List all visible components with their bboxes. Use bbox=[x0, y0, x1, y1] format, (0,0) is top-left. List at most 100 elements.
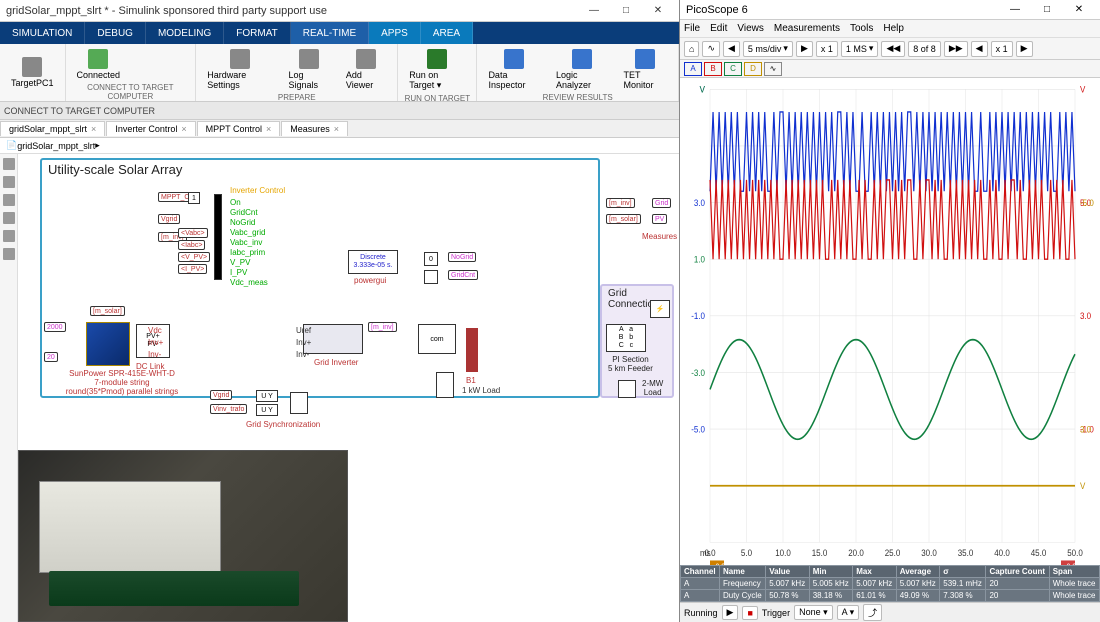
next-button[interactable]: ▶ bbox=[796, 41, 813, 57]
block[interactable]: ⚡ bbox=[650, 300, 670, 318]
max-button[interactable]: □ bbox=[611, 2, 641, 20]
menu-edit[interactable]: Edit bbox=[710, 23, 727, 34]
doc-tab[interactable]: gridSolar_mppt_slrt× bbox=[0, 121, 105, 136]
block[interactable]: powergui bbox=[354, 276, 386, 285]
block[interactable]: Grid bbox=[652, 198, 671, 208]
block[interactable]: Vabc_grid bbox=[230, 228, 265, 237]
close-button[interactable]: ✕ bbox=[643, 2, 673, 20]
trigger-mode[interactable]: None ▾ bbox=[794, 605, 833, 620]
palette-tool[interactable] bbox=[3, 194, 15, 206]
block[interactable]: NoGrid bbox=[230, 218, 255, 227]
block[interactable] bbox=[436, 372, 454, 398]
ribbon-tab-format[interactable]: FORMAT bbox=[224, 22, 290, 44]
menu-views[interactable]: Views bbox=[737, 23, 764, 34]
trigger-ch[interactable]: A ▾ bbox=[837, 605, 860, 620]
block[interactable]: U Y bbox=[256, 390, 278, 402]
buffer-prev[interactable]: ◀◀ bbox=[881, 41, 905, 57]
menu-tools[interactable]: Tools bbox=[850, 23, 873, 34]
block[interactable]: [m_solar] bbox=[90, 306, 125, 316]
samples-select[interactable]: x 1 bbox=[816, 41, 838, 57]
block[interactable]: [m_inv] bbox=[368, 322, 397, 332]
block[interactable]: Inv+ bbox=[148, 338, 163, 347]
block[interactable]: U Y bbox=[256, 404, 278, 416]
tool-hardware-settings[interactable]: Hardware Settings bbox=[200, 46, 279, 93]
tool-log-signals[interactable]: Log Signals bbox=[281, 46, 336, 93]
block[interactable]: Inv- bbox=[296, 350, 309, 359]
timebase-select[interactable]: 5 ms/div ▾ bbox=[743, 41, 793, 57]
block[interactable]: Iabc_prim bbox=[230, 248, 265, 257]
block[interactable]: Inv- bbox=[148, 350, 161, 359]
ribbon-tab-modeling[interactable]: MODELING bbox=[146, 22, 224, 44]
run-button[interactable]: ▶ bbox=[722, 605, 739, 620]
block[interactable]: <V_PV> bbox=[178, 252, 210, 262]
buffer-next[interactable]: ▶▶ bbox=[944, 41, 968, 57]
block[interactable]: Vinv_trafo bbox=[210, 404, 247, 414]
block[interactable]: PI Section 5 km Feeder bbox=[608, 356, 653, 374]
tool-connected[interactable]: Connected bbox=[70, 46, 128, 83]
sample-count[interactable]: 1 MS ▾ bbox=[841, 41, 879, 57]
zoom-next[interactable]: ▶ bbox=[1016, 41, 1033, 57]
doc-tab[interactable]: MPPT Control× bbox=[197, 121, 281, 136]
block[interactable]: Inverter Control bbox=[230, 186, 285, 195]
channel-tab-c[interactable]: C bbox=[724, 62, 742, 76]
channel-tab-d[interactable]: D bbox=[744, 62, 762, 76]
ribbon-tab-real-time[interactable]: REAL-TIME bbox=[291, 22, 369, 44]
wave-button[interactable]: ∿ bbox=[702, 41, 720, 57]
block[interactable] bbox=[424, 270, 438, 284]
block[interactable]: Measures bbox=[642, 232, 677, 241]
trigger-edge[interactable]: ⤴ bbox=[863, 604, 882, 621]
ribbon-tab-apps[interactable]: APPS bbox=[369, 22, 421, 44]
tool-tet-monitor[interactable]: TET Monitor bbox=[617, 46, 674, 93]
tool-logic-analyzer[interactable]: Logic Analyzer bbox=[549, 46, 615, 93]
close-button[interactable]: ✕ bbox=[1064, 1, 1094, 19]
block[interactable]: 1 kW Load bbox=[462, 386, 500, 395]
channel-tab-a[interactable]: A bbox=[684, 62, 702, 76]
tab-close[interactable]: × bbox=[266, 124, 271, 134]
block[interactable]: V_PV bbox=[230, 258, 250, 267]
doc-tab[interactable]: Measures× bbox=[281, 121, 348, 136]
min-button[interactable]: — bbox=[1000, 1, 1030, 19]
block[interactable]: Vdc_meas bbox=[230, 278, 268, 287]
block[interactable]: NoGrid bbox=[448, 252, 476, 262]
menu-file[interactable]: File bbox=[684, 23, 700, 34]
scope-display[interactable]: 0.05.010.015.020.025.030.035.040.045.050… bbox=[680, 78, 1100, 565]
block[interactable]: B1 bbox=[466, 376, 476, 385]
block[interactable]: Uref bbox=[296, 326, 311, 335]
block[interactable]: Vabc_inv bbox=[230, 238, 262, 247]
block[interactable]: 2000 bbox=[44, 322, 66, 332]
zoom-level[interactable]: x 1 bbox=[991, 41, 1013, 57]
tool-targetpc-[interactable]: TargetPC1 bbox=[4, 46, 61, 99]
block[interactable]: 2-MW Load bbox=[642, 380, 663, 398]
buffer-position[interactable]: 8 of 8 bbox=[908, 41, 941, 57]
block[interactable] bbox=[303, 324, 363, 354]
block[interactable]: GridCnt bbox=[230, 208, 258, 217]
block[interactable] bbox=[618, 380, 636, 398]
siggen-tab[interactable]: ∿ bbox=[764, 62, 782, 76]
palette-tool[interactable] bbox=[3, 230, 15, 242]
block[interactable]: 0 bbox=[424, 252, 438, 266]
max-button[interactable]: □ bbox=[1032, 1, 1062, 19]
block[interactable] bbox=[290, 392, 308, 414]
prev-button[interactable]: ◀ bbox=[723, 41, 740, 57]
block[interactable]: On bbox=[230, 198, 241, 207]
block[interactable]: <I_PV> bbox=[178, 264, 207, 274]
block[interactable]: [m_inv] bbox=[606, 198, 635, 208]
block[interactable] bbox=[466, 328, 478, 372]
block[interactable]: PV bbox=[652, 214, 667, 224]
block[interactable]: [m_solar] bbox=[606, 214, 641, 224]
block[interactable]: Inv+ bbox=[296, 338, 311, 347]
block[interactable]: com bbox=[418, 324, 456, 354]
block[interactable] bbox=[86, 322, 130, 366]
menu-help[interactable]: Help bbox=[883, 23, 904, 34]
block[interactable]: Grid Synchronization bbox=[246, 420, 320, 429]
block[interactable]: Grid Inverter bbox=[314, 358, 358, 367]
tool-data-inspector[interactable]: Data Inspector bbox=[481, 46, 547, 93]
zoom-prev[interactable]: ◀ bbox=[971, 41, 988, 57]
block[interactable]: Vgrid bbox=[158, 214, 180, 224]
block[interactable]: 20 bbox=[44, 352, 58, 362]
doc-tab[interactable]: Inverter Control× bbox=[106, 121, 195, 136]
ribbon-tab-debug[interactable]: DEBUG bbox=[85, 22, 146, 44]
tab-close[interactable]: × bbox=[91, 124, 96, 134]
tool-add-viewer[interactable]: Add Viewer bbox=[339, 46, 393, 93]
palette-tool[interactable] bbox=[3, 158, 15, 170]
